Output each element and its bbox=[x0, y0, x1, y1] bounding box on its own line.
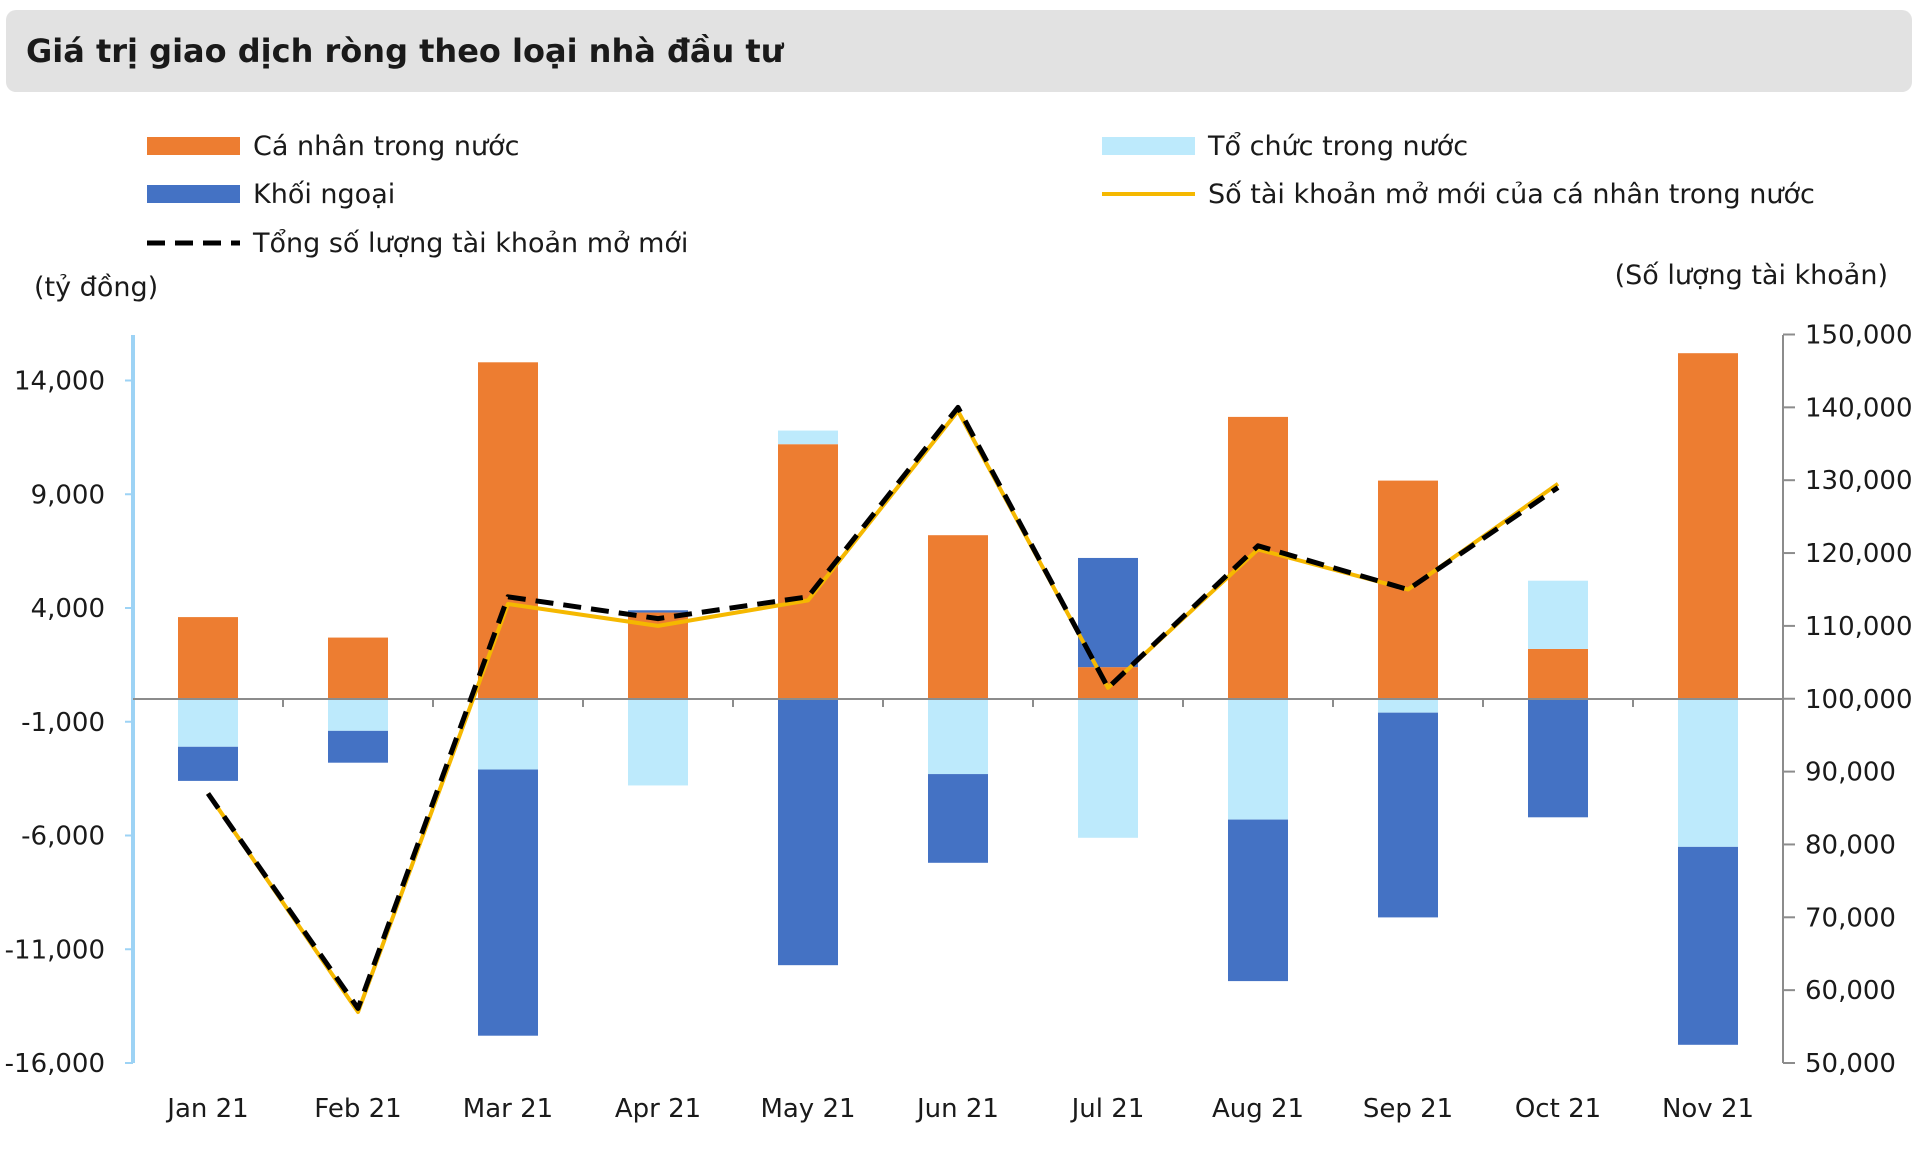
bar-to-chuc-trong-nuoc-oct-21 bbox=[1528, 580, 1588, 649]
bar-to-chuc-trong-nuoc-mar-21 bbox=[478, 699, 538, 770]
bar-to-chuc-trong-nuoc-nov-21 bbox=[1678, 699, 1738, 847]
chart-title: Giá trị giao dịch ròng theo loại nhà đầu… bbox=[26, 32, 784, 70]
right-tick-label: 140,000 bbox=[1805, 393, 1913, 423]
bar-ca-nhan-trong-nuoc-nov-21 bbox=[1678, 353, 1738, 699]
left-tick-label: -16,000 bbox=[5, 1049, 105, 1079]
x-tick-label: Mar 21 bbox=[463, 1094, 553, 1124]
bar-group bbox=[178, 353, 1738, 1045]
line-tong-so-luong-tai-khoan-mo-moi bbox=[205, 404, 1560, 1011]
right-tick-label: 120,000 bbox=[1805, 539, 1913, 569]
bar-khoi-ngoai-nov-21 bbox=[1678, 846, 1738, 1045]
x-tick-label: Jul 21 bbox=[1070, 1094, 1145, 1124]
bar-khoi-ngoai-sep-21 bbox=[1378, 712, 1438, 918]
bar-khoi-ngoai-oct-21 bbox=[1528, 699, 1588, 818]
x-tick-label: Apr 21 bbox=[615, 1094, 701, 1124]
legend: Cá nhân trong nước Tổ chức trong nước Khối… bbox=[147, 131, 1815, 259]
bar-to-chuc-trong-nuoc-sep-21 bbox=[1378, 699, 1438, 713]
right-tick-label: 130,000 bbox=[1805, 466, 1913, 496]
legend-label-tong-so-luong-tai-khoan-mo-moi: Tổng số lượng tài khoản mở mới bbox=[252, 228, 688, 259]
bar-to-chuc-trong-nuoc-apr-21 bbox=[628, 699, 688, 786]
right-tick-label: 50,000 bbox=[1805, 1049, 1896, 1079]
bar-ca-nhan-trong-nuoc-mar-21 bbox=[478, 362, 538, 699]
x-tick-label: Oct 21 bbox=[1515, 1094, 1601, 1124]
bar-ca-nhan-trong-nuoc-jan-21 bbox=[178, 617, 238, 699]
bar-khoi-ngoai-mar-21 bbox=[478, 769, 538, 1036]
bar-ca-nhan-trong-nuoc-jun-21 bbox=[928, 535, 988, 699]
x-tick-label: Aug 21 bbox=[1212, 1094, 1304, 1124]
left-tick-label: -6,000 bbox=[21, 822, 105, 852]
legend-swatch-ca-nhan-trong-nuoc bbox=[147, 137, 240, 155]
bar-to-chuc-trong-nuoc-feb-21 bbox=[328, 699, 388, 731]
x-tick-label: Nov 21 bbox=[1662, 1094, 1754, 1124]
right-tick-label: 110,000 bbox=[1805, 612, 1913, 642]
bar-to-chuc-trong-nuoc-may-21 bbox=[778, 430, 838, 445]
legend-swatch-khoi-ngoai bbox=[147, 185, 240, 203]
bar-ca-nhan-trong-nuoc-oct-21 bbox=[1528, 648, 1588, 699]
x-tick-label: Jan 21 bbox=[165, 1094, 248, 1124]
right-tick-label: 150,000 bbox=[1805, 321, 1913, 351]
x-tick-label: Jun 21 bbox=[915, 1094, 999, 1124]
right-axis-label: (Số lượng tài khoản) bbox=[1615, 260, 1888, 291]
bar-ca-nhan-trong-nuoc-aug-21 bbox=[1228, 416, 1288, 699]
bar-to-chuc-trong-nuoc-jan-21 bbox=[178, 699, 238, 747]
bar-ca-nhan-trong-nuoc-may-21 bbox=[778, 444, 838, 699]
bar-ca-nhan-trong-nuoc-jul-21 bbox=[1078, 667, 1138, 699]
right-tick-label: 80,000 bbox=[1805, 830, 1896, 860]
x-tick-label: May 21 bbox=[760, 1094, 855, 1124]
legend-label-so-tai-khoan-mo-moi-cua-ca-nhan-trong-nuoc: Số tài khoản mở mới của cá nhân trong nư… bbox=[1208, 179, 1815, 210]
left-tick-label: 14,000 bbox=[14, 367, 105, 397]
axes: 14,000 9,000 4,000 -1,000 -6,000 -11,000 -16,0… bbox=[5, 321, 1913, 1125]
line-group bbox=[205, 404, 1560, 1014]
legend-swatch-to-chuc-trong-nuoc bbox=[1102, 137, 1195, 155]
left-axis-label: (tỷ đồng) bbox=[34, 272, 158, 303]
right-tick-label: 90,000 bbox=[1805, 758, 1896, 788]
x-tick-label: Feb 21 bbox=[314, 1094, 401, 1124]
bar-ca-nhan-trong-nuoc-feb-21 bbox=[328, 637, 388, 699]
bar-khoi-ngoai-jun-21 bbox=[928, 774, 988, 863]
left-tick-label: -11,000 bbox=[5, 935, 105, 965]
left-tick-label: 4,000 bbox=[31, 594, 105, 624]
bar-to-chuc-trong-nuoc-jul-21 bbox=[1078, 699, 1138, 838]
right-tick-label: 70,000 bbox=[1805, 903, 1896, 933]
legend-label-khoi-ngoai: Khối ngoại bbox=[253, 179, 395, 210]
left-tick-label: -1,000 bbox=[21, 708, 105, 738]
right-tick-label: 60,000 bbox=[1805, 976, 1896, 1006]
bar-khoi-ngoai-aug-21 bbox=[1228, 819, 1288, 982]
bar-khoi-ngoai-jan-21 bbox=[178, 746, 238, 781]
chart-title-bar: Giá trị giao dịch ròng theo loại nhà đầu… bbox=[6, 10, 1912, 92]
right-tick-label: 100,000 bbox=[1805, 685, 1913, 715]
bar-khoi-ngoai-apr-21 bbox=[628, 610, 688, 613]
bar-to-chuc-trong-nuoc-aug-21 bbox=[1228, 699, 1288, 820]
bar-khoi-ngoai-may-21 bbox=[778, 699, 838, 966]
bar-khoi-ngoai-feb-21 bbox=[328, 730, 388, 763]
left-tick-label: 9,000 bbox=[31, 480, 105, 510]
legend-label-ca-nhan-trong-nuoc: Cá nhân trong nước bbox=[253, 131, 519, 162]
bar-to-chuc-trong-nuoc-jun-21 bbox=[928, 699, 988, 775]
legend-label-to-chuc-trong-nuoc: Tổ chức trong nước bbox=[1207, 131, 1468, 162]
x-tick-label: Sep 21 bbox=[1363, 1094, 1453, 1124]
